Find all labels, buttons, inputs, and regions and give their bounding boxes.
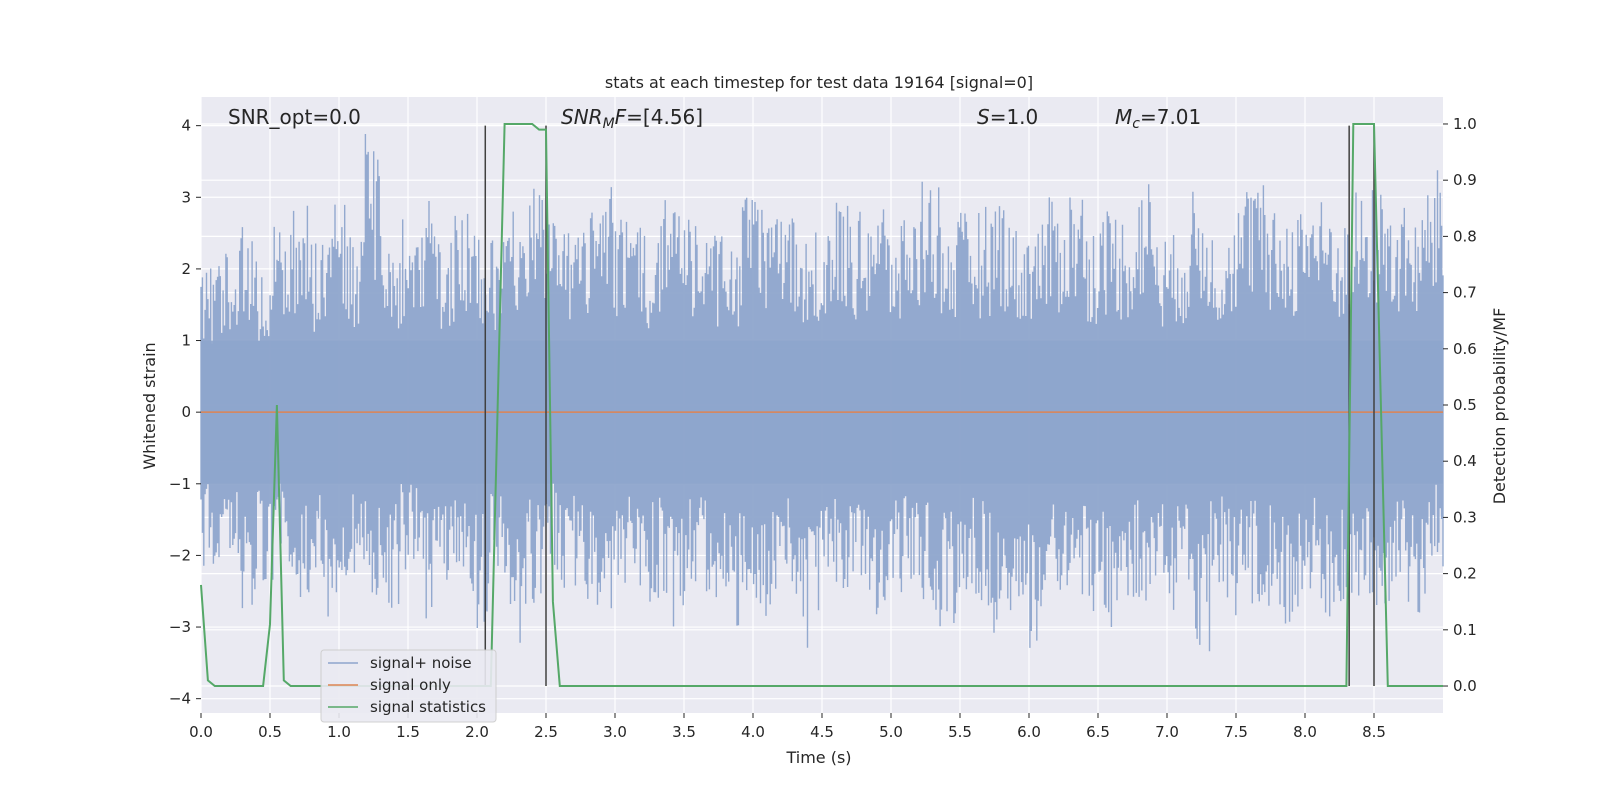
x-tick-label: 7.5 xyxy=(1224,723,1248,741)
y-right-tick-label: 0.7 xyxy=(1453,284,1477,302)
y-right-tick-label: 1.0 xyxy=(1453,115,1477,133)
legend-label-signal-noise: signal+ noise xyxy=(370,654,472,672)
x-tick-label: 8.5 xyxy=(1362,723,1386,741)
y-tick-label: 4 xyxy=(181,117,191,135)
x-tick-label: 2.0 xyxy=(465,723,489,741)
y-right-tick-label: 0.4 xyxy=(1453,452,1477,470)
y-right-tick-label: 0.9 xyxy=(1453,171,1477,189)
x-tick-label: 2.5 xyxy=(534,723,558,741)
snr-mf-value: =[4.56] xyxy=(626,105,703,129)
x-axis-ticks: 0.0 0.5 1.0 1.5 2.0 2.5 3.0 3.5 4.0 4.5 5.0 5.5 6.0 6… xyxy=(189,713,1386,741)
signal-statistics-line xyxy=(200,123,1443,687)
x-tick-label: 7.0 xyxy=(1155,723,1179,741)
legend-label-signal-only: signal only xyxy=(370,676,451,694)
y-tick-label: 0 xyxy=(181,403,191,421)
annotation-mc: Mc=7.01 xyxy=(1115,105,1201,132)
x-tick-label: 0.0 xyxy=(189,723,213,741)
y-right-tick-label: 0.8 xyxy=(1453,227,1477,245)
y-right-tick-label: 0.2 xyxy=(1453,565,1477,583)
y-tick-label: 1 xyxy=(181,332,191,350)
x-tick-label: 3.0 xyxy=(603,723,627,741)
s-symbol: S xyxy=(977,105,990,129)
x-tick-label: 6.0 xyxy=(1017,723,1041,741)
x-tick-label: 4.0 xyxy=(741,723,765,741)
legend-box xyxy=(320,649,497,723)
y-tick-label: 2 xyxy=(181,260,191,278)
annotation-snr-opt: SNR_opt=0.0 xyxy=(228,105,361,129)
mc-symbol: M xyxy=(1115,105,1132,129)
snr-mf-suffix: F xyxy=(615,105,627,129)
annotation-snr-mf: SNRMF=[4.56] xyxy=(561,105,703,132)
x-tick-label: 3.5 xyxy=(672,723,696,741)
series-signal-statistics xyxy=(200,123,1443,687)
y-tick-label: −1 xyxy=(169,475,191,493)
mc-value: =7.01 xyxy=(1140,105,1201,129)
x-tick-label: 1.5 xyxy=(396,723,420,741)
y-right-tick-label: 0.1 xyxy=(1453,621,1477,639)
y-tick-label: −3 xyxy=(169,618,191,636)
x-axis-label: Time (s) xyxy=(785,748,851,767)
x-tick-label: 6.5 xyxy=(1086,723,1110,741)
legend: signal+ noise signal only signal statist… xyxy=(320,649,497,723)
chart-title: stats at each timestep for test data 191… xyxy=(605,73,1033,92)
y-right-tick-label: 0.0 xyxy=(1453,677,1477,695)
x-tick-label: 4.5 xyxy=(810,723,834,741)
x-tick-label: 0.5 xyxy=(258,723,282,741)
x-tick-label: 5.5 xyxy=(948,723,972,741)
y-right-tick-label: 0.3 xyxy=(1453,508,1477,526)
y-right-tick-label: 0.5 xyxy=(1453,396,1477,414)
y-right-tick-label: 0.6 xyxy=(1453,340,1477,358)
y-axis-ticks: −4 −3 −2 −1 0 1 2 3 4 xyxy=(169,117,201,708)
y-tick-label: 3 xyxy=(181,188,191,206)
x-tick-label: 5.0 xyxy=(879,723,903,741)
x-tick-label: 8.0 xyxy=(1293,723,1317,741)
annotation-s: S=1.0 xyxy=(977,105,1038,129)
s-value: =1.0 xyxy=(990,105,1039,129)
y-right-axis-ticks: 0.0 0.1 0.2 0.3 0.4 0.5 0.6 0.7 0.8 0.9 1.0 xyxy=(1443,115,1477,695)
x-tick-label: 1.0 xyxy=(327,723,351,741)
legend-label-signal-statistics: signal statistics xyxy=(370,698,486,716)
mc-subscript: c xyxy=(1132,116,1140,132)
y-axis-label: Whitened strain xyxy=(140,342,159,469)
y-tick-label: −4 xyxy=(169,690,191,708)
y-tick-label: −2 xyxy=(169,546,191,564)
snr-mf-symbol: SNR xyxy=(561,105,603,129)
y-right-axis-label: Detection probability/MF xyxy=(1490,308,1509,505)
snr-mf-subscript: M xyxy=(603,116,615,132)
